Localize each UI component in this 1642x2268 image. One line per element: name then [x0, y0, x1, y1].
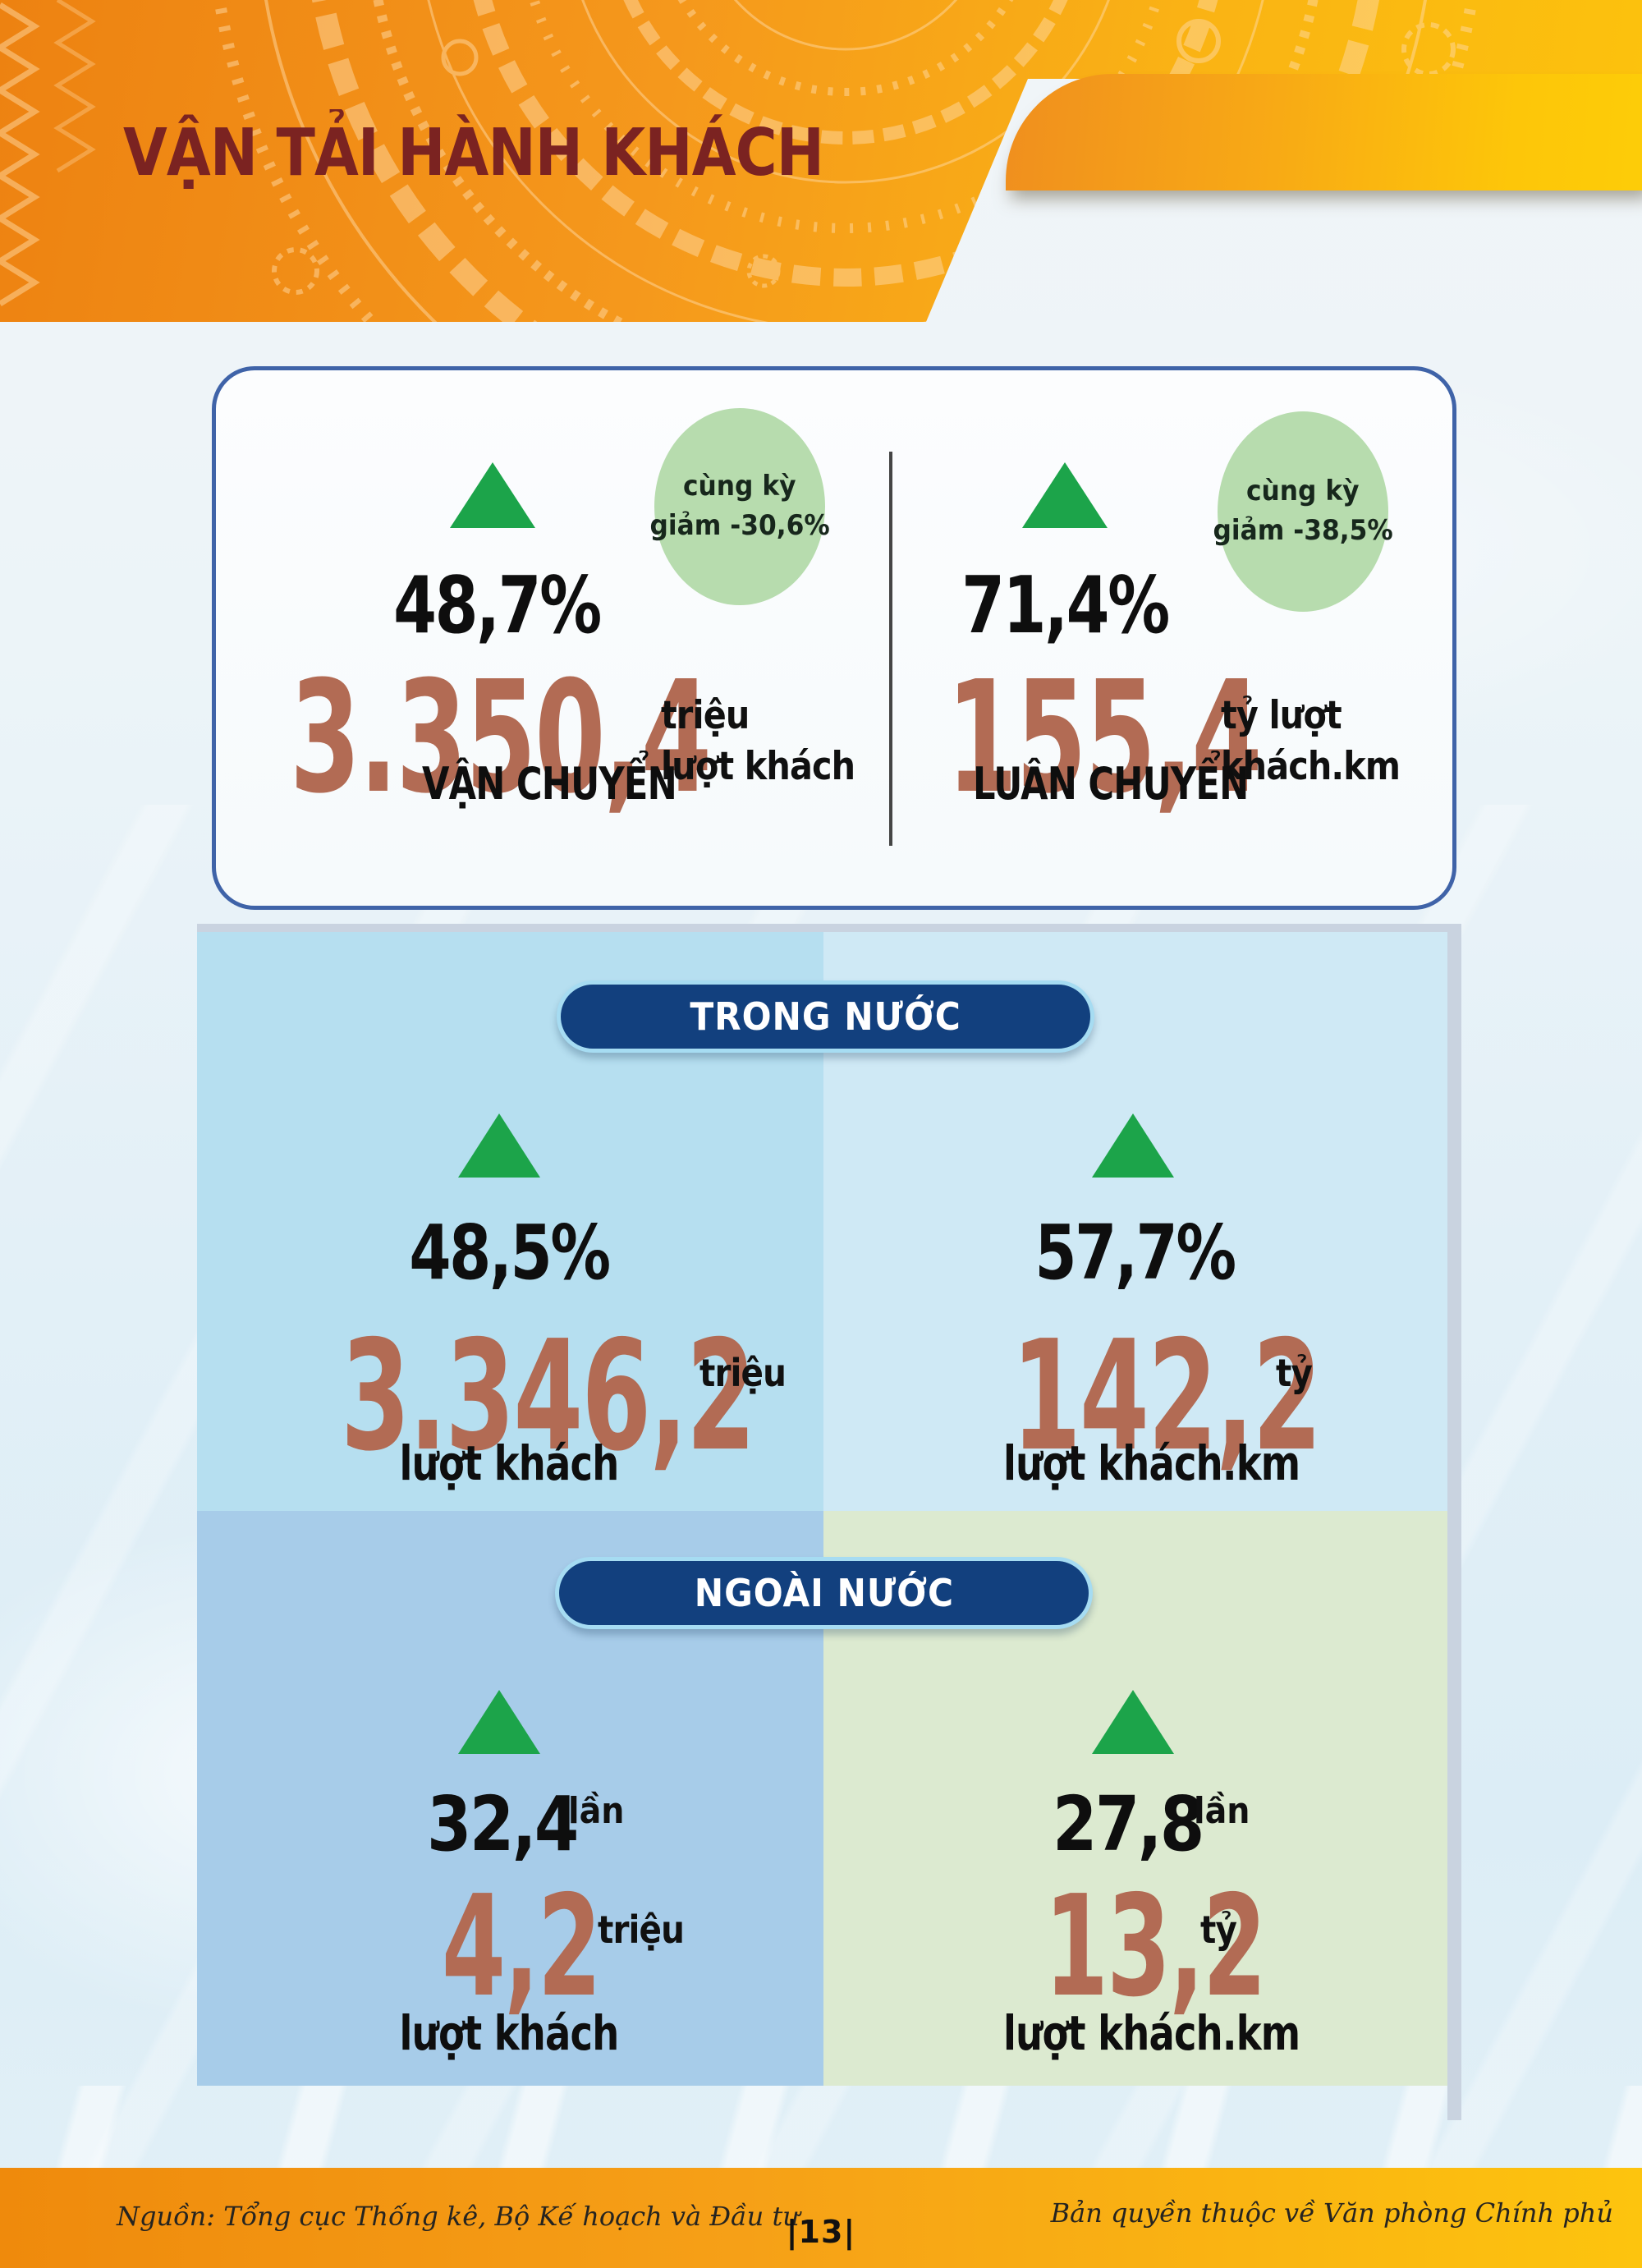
change-percent: 48,7% [393, 561, 602, 651]
source-credit: Nguồn: Tổng cục Thống kê, Bộ Kế hoạch và… [117, 2201, 800, 2232]
page-footer: Nguồn: Tổng cục Thống kê, Bộ Kế hoạch và… [0, 2168, 1642, 2268]
change-multiple: 27,8 [1053, 1780, 1204, 1868]
metric-label: lượt khách.km [1003, 2005, 1300, 2061]
value-unit: triệu [598, 1908, 685, 1952]
background-road-streaks-bottom [0, 2086, 1642, 2168]
copyright-text: Bản quyền thuộc về Văn phòng Chính phủ [1050, 2197, 1613, 2229]
value-unit: triệu lượt khách [661, 693, 855, 790]
summary-card: 48,7% 3.350,4 triệu lượt khách VẬN CHUYỂ… [212, 366, 1456, 910]
header-swoosh [1006, 74, 1642, 191]
increase-triangle-icon [1022, 462, 1108, 528]
page-title: VẬN TẢI HÀNH KHÁCH [123, 115, 824, 191]
value-unit: triệu [699, 1351, 787, 1395]
metric-label: VẬN CHUYỂN [422, 758, 677, 810]
value-number: 142,2 [1011, 1307, 1322, 1485]
section-pill-trong-nuoc: TRONG NƯỚC [557, 980, 1094, 1053]
metric-label: lượt khách [399, 1435, 620, 1491]
metric-label: lượt khách [399, 2005, 620, 2061]
section-pill-ngoai-nuoc: NGOÀI NƯỚC [555, 1557, 1093, 1629]
value-number: 3.350,4 [290, 648, 712, 828]
change-multiple-unit: lần [1194, 1790, 1250, 1832]
increase-triangle-icon [1092, 1690, 1174, 1754]
increase-triangle-icon [450, 462, 535, 528]
value-unit: tỷ [1276, 1351, 1313, 1395]
increase-triangle-icon [458, 1690, 540, 1754]
increase-triangle-icon [458, 1113, 540, 1178]
change-multiple-unit: lần [568, 1790, 625, 1832]
page-number: |13| [786, 2214, 856, 2250]
value-unit: tỷ [1200, 1908, 1237, 1952]
stats-grid: 48,5% 3.346,2 triệu lượt khách 57,7% 142… [197, 924, 1461, 2120]
metric-label: LUÂN CHUYỂN [973, 758, 1249, 810]
metric-label: lượt khách.km [1003, 1435, 1300, 1491]
comparison-badge: cùng kỳ giảm -38,5% [1213, 411, 1393, 612]
value-number: 3.346,2 [341, 1307, 756, 1485]
change-percent: 71,4% [961, 561, 1170, 651]
dong-son-drum-pattern-icon [0, 0, 1485, 322]
comparison-badge: cùng kỳ giảm -30,6% [649, 408, 830, 605]
change-percent: 48,5% [409, 1209, 611, 1297]
change-percent: 57,7% [1034, 1209, 1236, 1297]
increase-triangle-icon [1092, 1113, 1174, 1178]
value-number: 13,2 [1044, 1866, 1267, 2028]
